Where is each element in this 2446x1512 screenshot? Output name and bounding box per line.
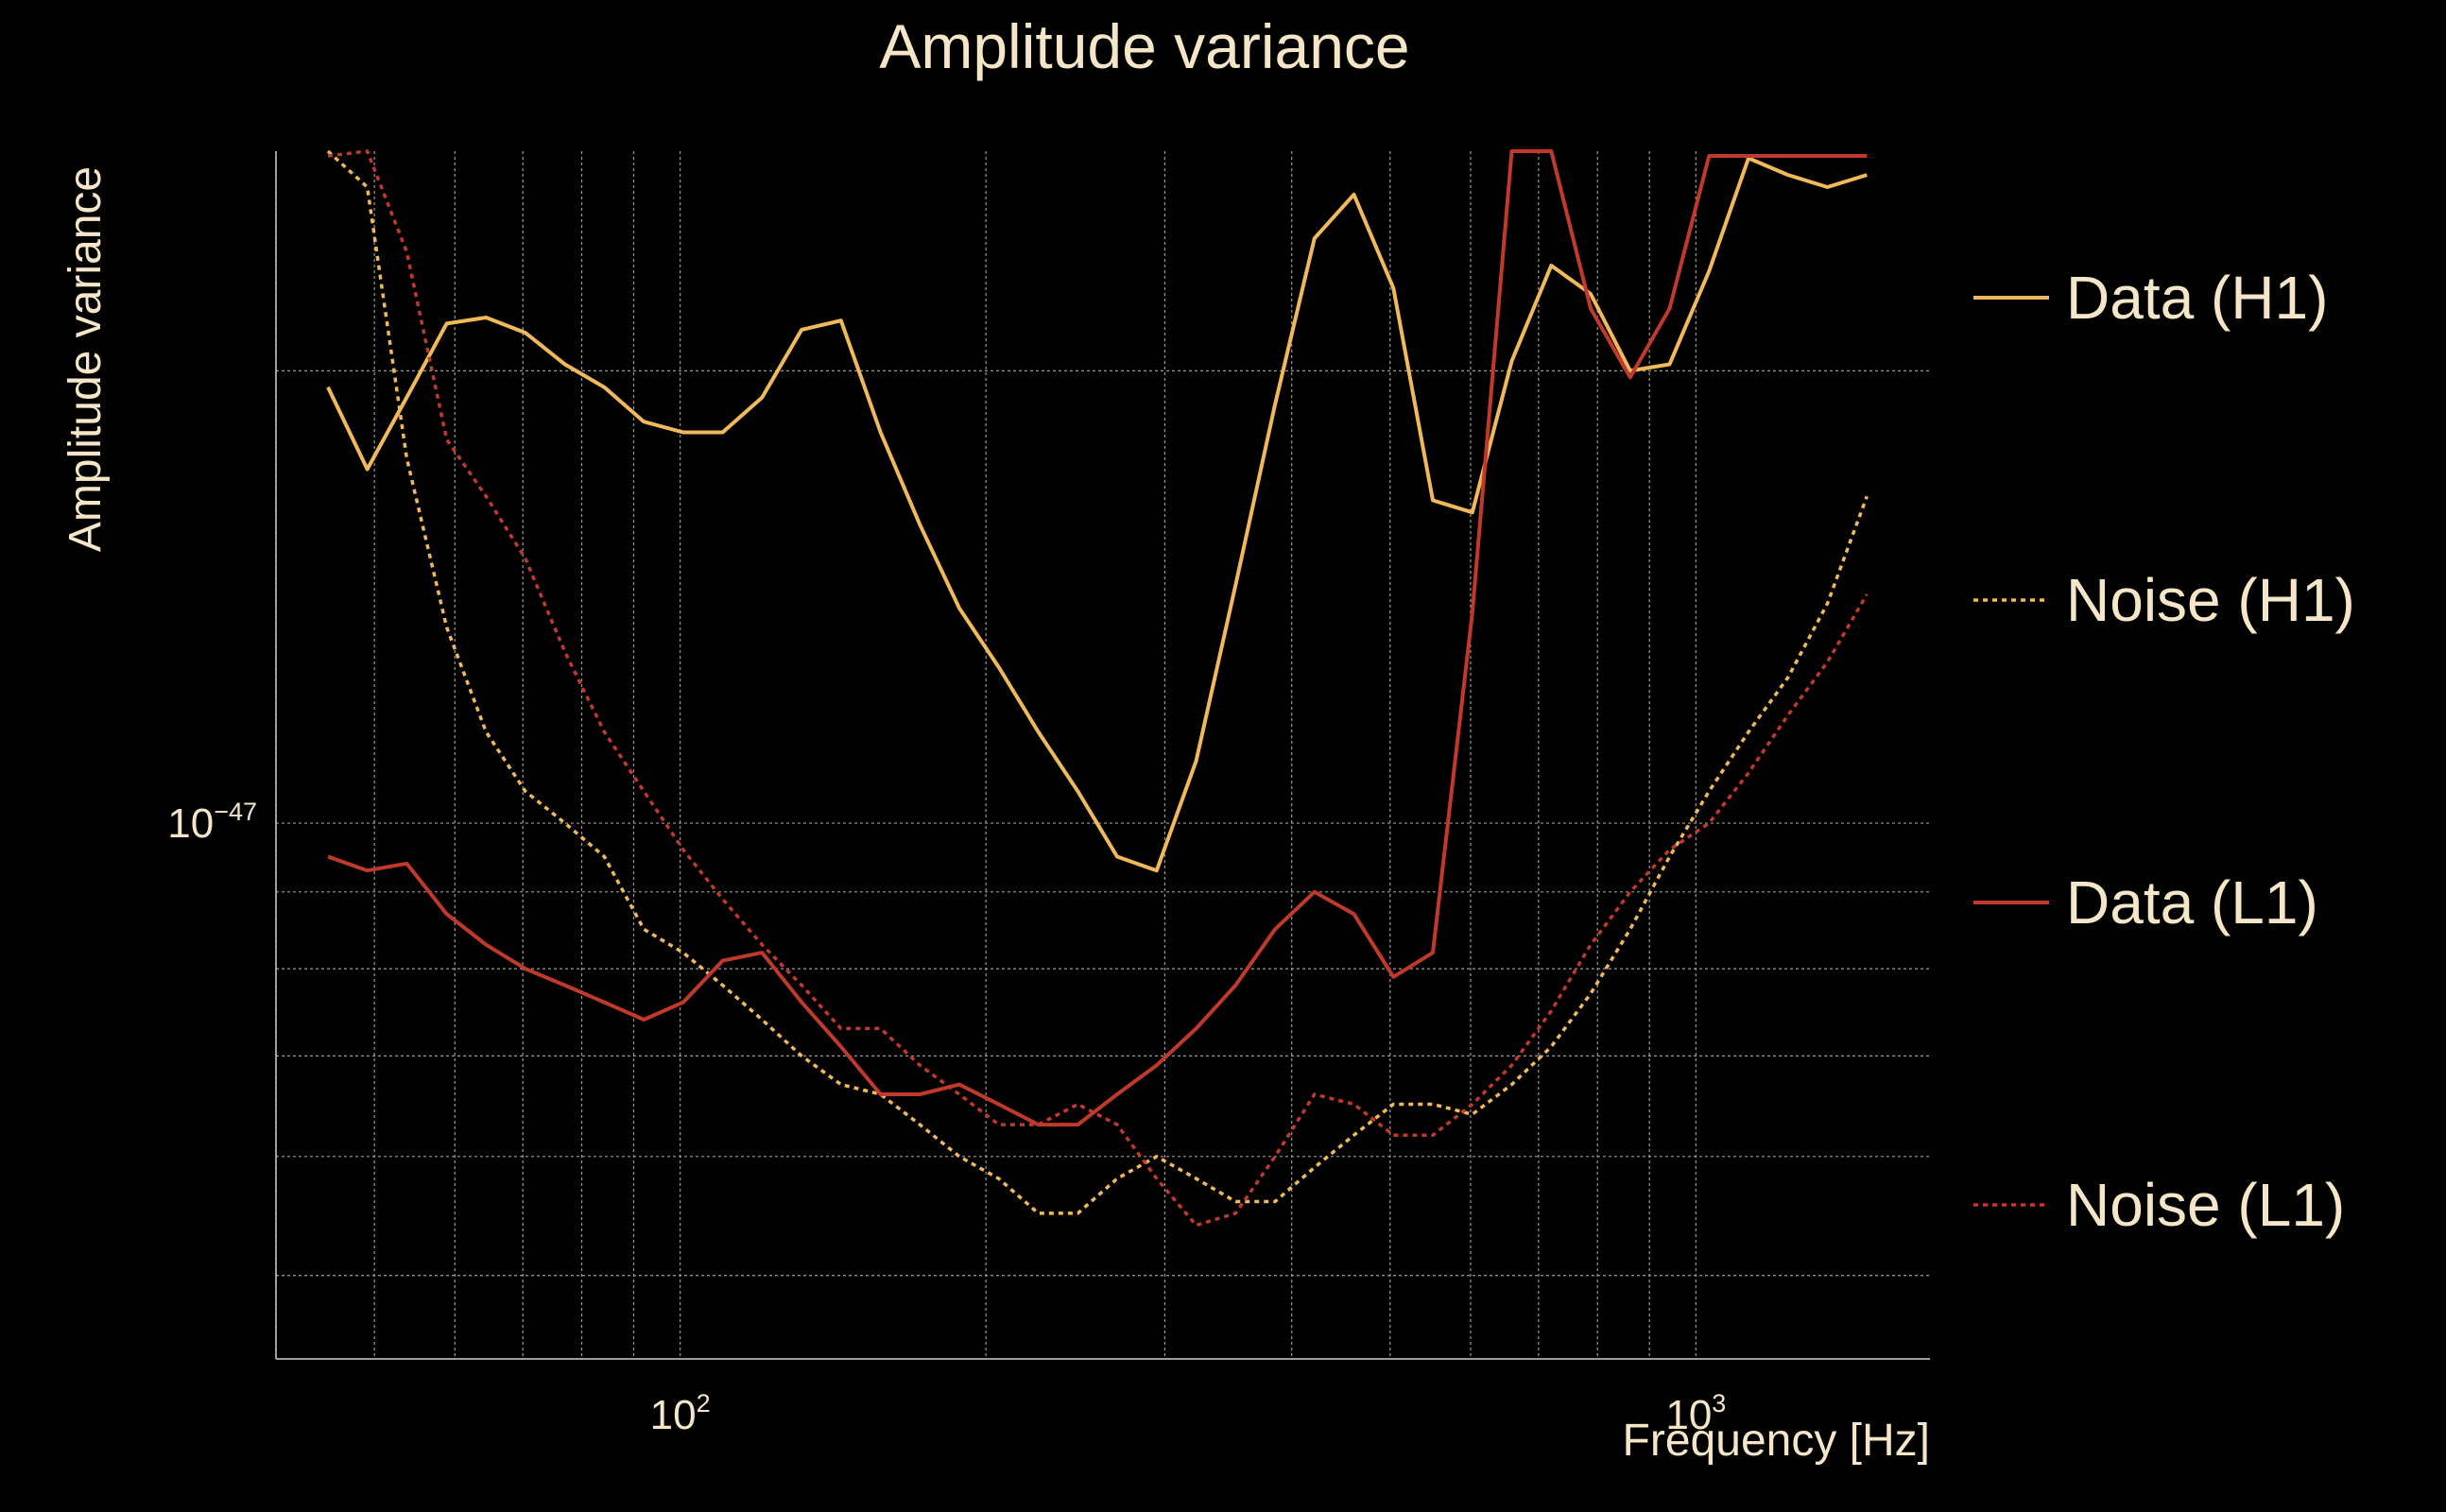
y-axis-label: Amplitude variance	[60, 166, 111, 552]
legend-label-3: Noise (L1)	[2066, 1171, 2345, 1239]
x-axis-label: Frequency [Hz]	[1623, 1416, 1930, 1466]
y-tick-exponent: −47	[214, 798, 257, 826]
y-tick-base: 10	[167, 800, 214, 847]
legend-label-2: Data (L1)	[2066, 868, 2318, 936]
x-tick-exponent: 3	[1712, 1389, 1726, 1418]
y-tick-label-0: 10−47	[167, 798, 257, 847]
series-line-2	[327, 149, 1868, 1127]
series-line-3	[327, 149, 1869, 1228]
series-layer	[326, 149, 1869, 1228]
x-tick-base: 10	[1665, 1392, 1712, 1438]
legend-label-0: Data (H1)	[2066, 264, 2328, 332]
y-tick-labels: 10−47	[167, 798, 257, 847]
series-line-1	[326, 149, 1869, 1215]
chart-title: Amplitude variance	[879, 11, 1409, 81]
legend: Data (H1) Noise (H1) Data (L1) Noise (L1)	[1973, 264, 2355, 1239]
axes	[275, 151, 1930, 1360]
grid	[275, 151, 1930, 1359]
x-tick-exponent: 2	[697, 1389, 711, 1418]
x-tick-label-0: 102	[650, 1389, 711, 1438]
x-tick-labels: 102 103	[650, 1389, 1727, 1438]
x-tick-base: 10	[650, 1392, 697, 1438]
legend-label-1: Noise (H1)	[2066, 566, 2355, 634]
series-line-0	[326, 156, 1868, 873]
x-tick-label-1: 103	[1665, 1389, 1726, 1438]
